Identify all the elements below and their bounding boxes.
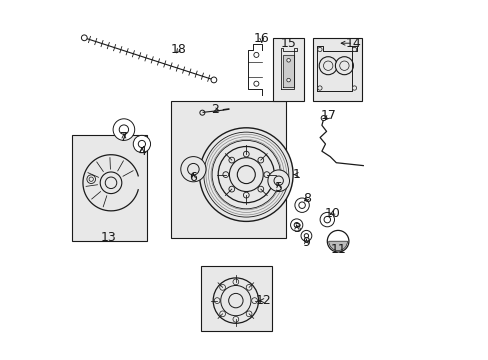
Text: 18: 18 [171,43,186,56]
Circle shape [264,172,269,177]
Circle shape [286,58,290,62]
Text: 7: 7 [120,131,128,144]
Circle shape [304,234,308,238]
Circle shape [319,57,337,75]
Circle shape [228,186,234,192]
Circle shape [105,177,117,189]
Circle shape [298,202,305,208]
Bar [312,38,361,101]
Circle shape [246,284,251,290]
Circle shape [324,216,330,223]
Circle shape [228,293,243,308]
Circle shape [286,78,290,82]
Circle shape [87,175,95,184]
Text: 8: 8 [303,192,311,204]
Circle shape [119,125,128,134]
Circle shape [243,151,249,157]
Text: 6: 6 [189,171,197,184]
Text: 15: 15 [280,37,296,50]
Circle shape [113,119,134,140]
Circle shape [273,176,283,185]
Text: 3: 3 [292,222,300,235]
Circle shape [223,172,228,177]
Circle shape [133,135,150,153]
Circle shape [323,61,332,71]
Circle shape [253,81,258,86]
Text: 12: 12 [255,294,271,307]
Circle shape [232,279,238,285]
Circle shape [81,35,87,41]
Circle shape [253,52,258,57]
Text: 5: 5 [274,181,282,194]
Circle shape [351,86,356,90]
Text: 4: 4 [138,145,145,158]
Wedge shape [328,241,347,251]
Text: 16: 16 [253,32,269,45]
Circle shape [212,140,280,209]
Circle shape [211,77,216,83]
Circle shape [257,157,263,163]
Text: 14: 14 [345,37,360,50]
Text: 17: 17 [321,109,336,122]
Circle shape [214,298,220,303]
Bar [201,266,271,331]
Circle shape [294,222,299,228]
Circle shape [251,298,257,303]
Text: 9: 9 [302,237,310,249]
Circle shape [294,198,309,212]
Circle shape [181,157,205,182]
Circle shape [200,110,204,115]
Circle shape [199,128,292,221]
Circle shape [326,230,348,252]
Circle shape [321,116,325,121]
Circle shape [219,284,225,290]
Circle shape [243,192,249,198]
Circle shape [138,140,145,148]
Circle shape [351,47,356,52]
Bar [273,38,303,101]
Bar [170,101,285,238]
Circle shape [317,47,322,52]
Circle shape [257,186,263,192]
Circle shape [246,311,251,317]
Circle shape [100,172,122,194]
Circle shape [290,219,302,231]
Text: 2: 2 [211,103,219,116]
Circle shape [335,57,353,75]
Circle shape [339,61,348,71]
Circle shape [320,212,334,227]
Bar [72,135,147,241]
Circle shape [301,230,311,241]
Circle shape [219,311,225,317]
Text: 10: 10 [324,207,340,220]
Text: 11: 11 [329,243,346,256]
Circle shape [89,177,93,181]
Circle shape [267,170,289,192]
Circle shape [203,132,288,217]
Circle shape [237,166,255,184]
Circle shape [187,163,199,175]
Circle shape [218,147,274,203]
Circle shape [317,86,322,90]
Text: 13: 13 [101,231,116,244]
Circle shape [220,285,250,316]
Text: 1: 1 [292,168,300,181]
Circle shape [232,316,238,322]
Circle shape [213,278,258,323]
Circle shape [229,158,263,192]
Circle shape [228,157,234,163]
